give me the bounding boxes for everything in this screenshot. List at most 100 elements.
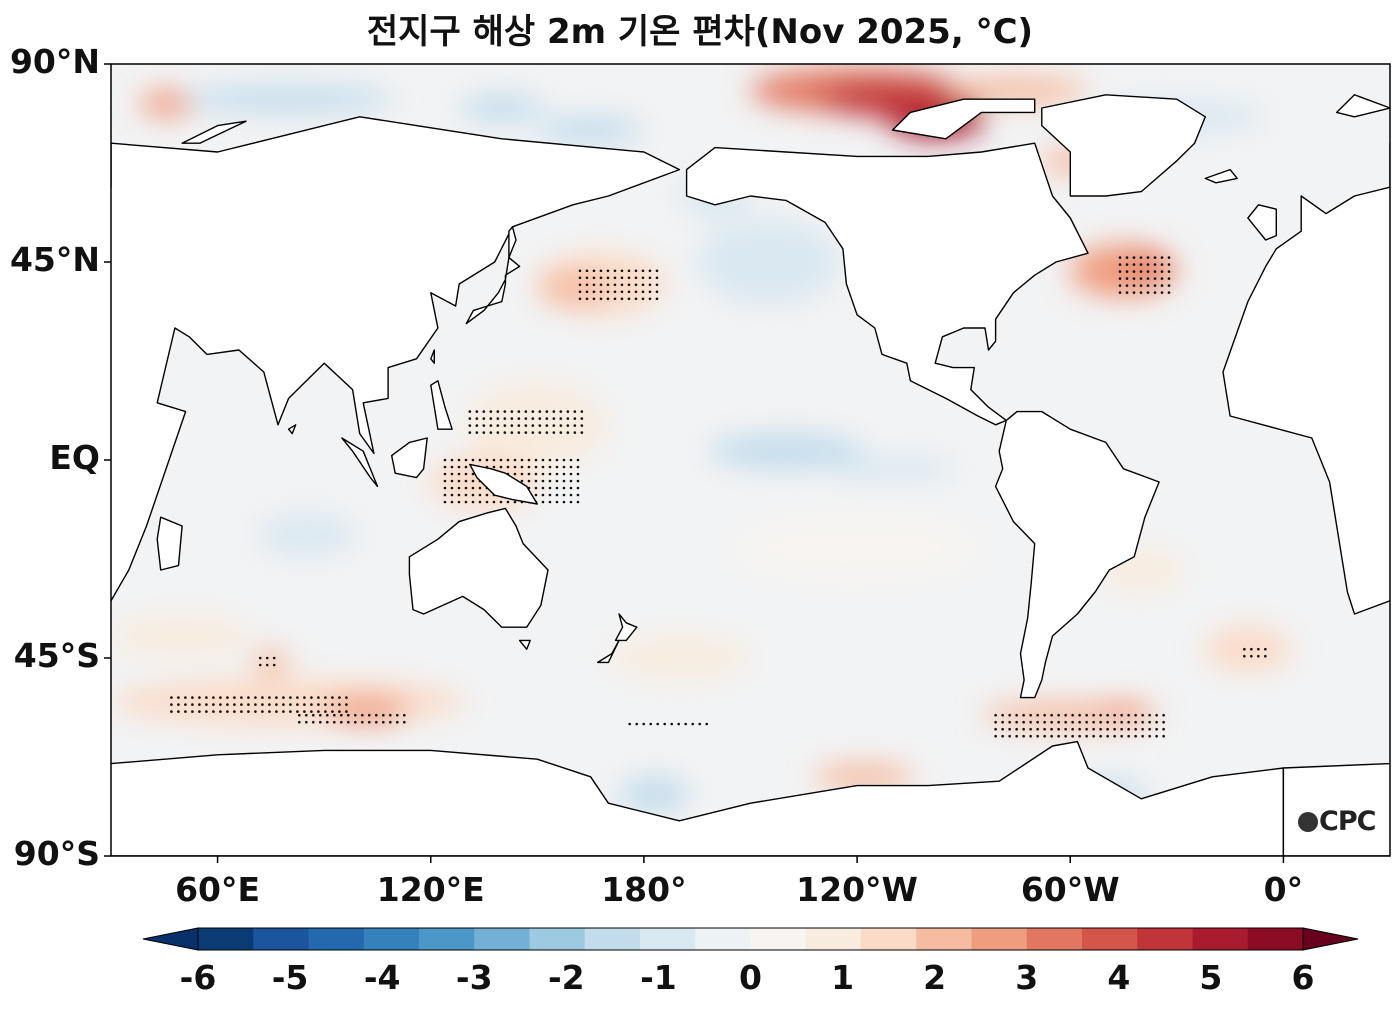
anomaly-region — [608, 636, 751, 680]
stipple-dot — [573, 410, 577, 413]
stipple-dot — [1092, 713, 1095, 717]
stipple-dot — [578, 276, 582, 280]
stipple-dot — [592, 297, 596, 301]
stipple-dot — [360, 713, 364, 717]
stipple-dot — [489, 424, 493, 427]
stipple-dot — [517, 417, 521, 420]
stipple-dot — [1099, 727, 1102, 731]
stipple-dot — [1008, 720, 1011, 724]
stipple-dot — [1125, 263, 1129, 266]
stipple-dot — [634, 269, 638, 273]
stipple-dot — [1050, 720, 1053, 724]
land-polygon — [1282, 762, 1390, 856]
stipple-dot — [527, 458, 531, 462]
stipple-dot — [1071, 727, 1074, 731]
stipple-dot — [464, 493, 468, 497]
stipple-dot — [184, 696, 187, 699]
stipple-dot — [1057, 734, 1060, 738]
stipple-dot — [1036, 734, 1039, 738]
stipple-dot — [1092, 720, 1095, 724]
stipple-dot — [1257, 647, 1260, 651]
stipple-dot — [655, 297, 659, 301]
stipple-dot — [1022, 720, 1025, 724]
colorbar-extend-high — [1302, 927, 1359, 951]
stipple-dot — [524, 417, 528, 420]
stipple-dot — [1078, 720, 1081, 724]
stipple-dot — [468, 431, 472, 434]
stipple-dot — [324, 703, 327, 706]
stipple-dot — [1153, 277, 1157, 280]
stipple-dot — [261, 703, 264, 706]
stipple-dot — [503, 431, 507, 434]
stipple-dot — [184, 703, 187, 706]
stipple-dot — [649, 722, 653, 726]
stipple-dot — [1125, 284, 1129, 287]
stipple-dot — [569, 472, 573, 476]
stipple-dot — [1132, 277, 1136, 280]
stipple-dot — [1141, 720, 1144, 724]
stipple-dot — [381, 713, 385, 717]
stipple-dot — [205, 696, 208, 699]
stipple-dot — [177, 710, 180, 713]
stipple-dot — [628, 722, 632, 726]
stipple-dot — [464, 500, 468, 504]
stipple-dot — [489, 417, 493, 420]
stipple-dot — [1167, 270, 1171, 273]
stipple-dot — [552, 431, 556, 434]
lon-tick-label: 180° — [601, 870, 687, 909]
stipple-dot — [1153, 284, 1157, 287]
stipple-dot — [261, 696, 264, 699]
stipple-dot — [303, 703, 306, 706]
stipple-dot — [1050, 727, 1053, 731]
anomaly-region — [466, 380, 609, 469]
stipple-dot — [468, 424, 472, 427]
stipple-dot — [520, 479, 524, 483]
stipple-dot — [402, 720, 406, 724]
stipple-dot — [534, 465, 538, 469]
stipple-dot — [492, 465, 496, 469]
stipple-dot — [569, 486, 573, 490]
stipple-dot — [464, 458, 468, 462]
stipple-dot — [450, 472, 454, 476]
stipple-dot — [254, 703, 257, 706]
stipple-dot — [555, 500, 559, 504]
stipple-dot — [524, 424, 528, 427]
stipple-dot — [318, 713, 322, 717]
stipple-dot — [212, 710, 215, 713]
colorbar-tick-label: -2 — [547, 958, 585, 997]
stipple-dot — [1125, 270, 1129, 273]
land-polygon — [508, 226, 517, 259]
stipple-dot — [1127, 713, 1130, 717]
stipple-dot — [282, 696, 285, 699]
stipple-dot — [457, 458, 461, 462]
stipple-dot — [457, 465, 461, 469]
stipple-dot — [1036, 713, 1039, 717]
stipple-dot — [1148, 713, 1151, 717]
colorbar-tick-label: -3 — [455, 958, 493, 997]
stipple-dot — [576, 458, 580, 462]
stipple-dot — [1043, 713, 1046, 717]
stipple-dot — [482, 410, 486, 413]
stipple-dot — [289, 703, 292, 706]
colorbar-extend-low — [142, 927, 199, 951]
stipple-dot — [1139, 263, 1143, 266]
stipple-dot — [233, 710, 236, 713]
stipple-dot — [634, 297, 638, 301]
land-polygon — [597, 639, 620, 664]
stipple-dot — [395, 713, 399, 717]
stipple-dot — [296, 710, 299, 713]
stipple-dot — [548, 465, 552, 469]
stipple-dot — [1050, 734, 1053, 738]
stipple-dot — [1162, 713, 1165, 717]
stipple-dot — [240, 696, 243, 699]
stipple-dot — [1106, 713, 1109, 717]
stipple-dot — [599, 297, 603, 301]
colorbar-segment — [363, 928, 420, 950]
stipple-dot — [534, 486, 538, 490]
stipple-dot — [450, 486, 454, 490]
stipple-dot — [524, 431, 528, 434]
stipple-dot — [541, 479, 545, 483]
stipple-dot — [1085, 727, 1088, 731]
stipple-dot — [555, 472, 559, 476]
